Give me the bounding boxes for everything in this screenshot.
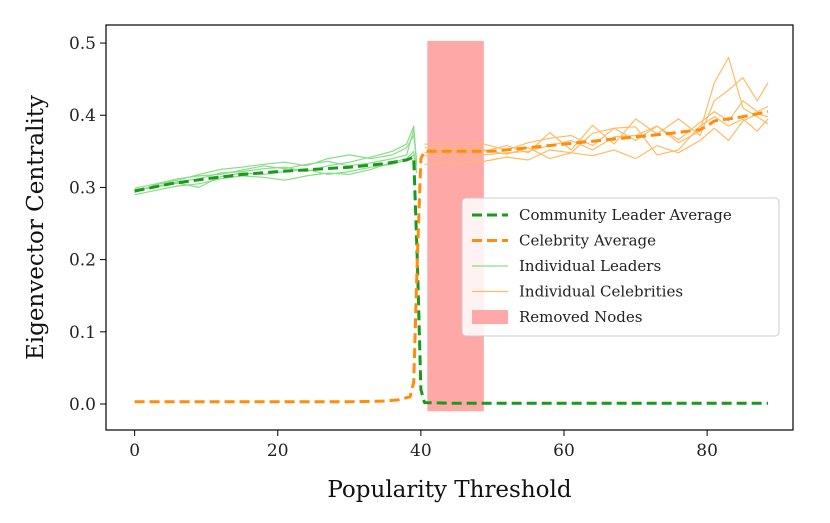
x-axis-label: Popularity Threshold — [327, 477, 571, 503]
y-axis-label: Eigenvector Centrality — [23, 95, 49, 360]
x-tick-label: 20 — [267, 441, 289, 461]
y-tick-label: 0.1 — [69, 323, 96, 343]
legend-box — [461, 197, 780, 337]
individual-leaders-line — [134, 129, 418, 189]
individual-celebrities-line — [424, 100, 769, 157]
x-tick-label: 0 — [129, 441, 140, 461]
x-tick-label: 40 — [410, 441, 432, 461]
legend-swatch — [472, 310, 508, 324]
legend-label: Individual Celebrities — [519, 283, 683, 301]
plot-frame — [105, 24, 794, 431]
individual-celebrities-line — [424, 113, 769, 165]
legend: Community Leader Average Celebrity Averag… — [461, 197, 780, 337]
legend-label: Removed Nodes — [519, 308, 642, 326]
x-tick-label: 80 — [696, 441, 718, 461]
y-tick-label: 0.4 — [69, 106, 96, 126]
community-leader-average-line — [134, 155, 768, 405]
celebrity-average-line — [134, 110, 769, 404]
x-tick-label: 60 — [553, 441, 575, 461]
legend-label: Celebrity Average — [519, 232, 656, 250]
y-tick-label: 0.2 — [69, 251, 96, 271]
y-tick-label: 0.3 — [69, 178, 96, 198]
legend-label: Individual Leaders — [519, 257, 661, 275]
y-tick-label: 0.5 — [69, 34, 96, 54]
axis-ticks: 0 20 40 60 80 0.0 0.1 0.2 0.3 0.4 0.5 — [69, 34, 718, 461]
legend-label: Community Leader Average — [519, 206, 732, 224]
individual-celebrities-line — [424, 56, 769, 151]
individual-leaders-line — [134, 154, 418, 191]
y-tick-label: 0.0 — [69, 395, 96, 415]
